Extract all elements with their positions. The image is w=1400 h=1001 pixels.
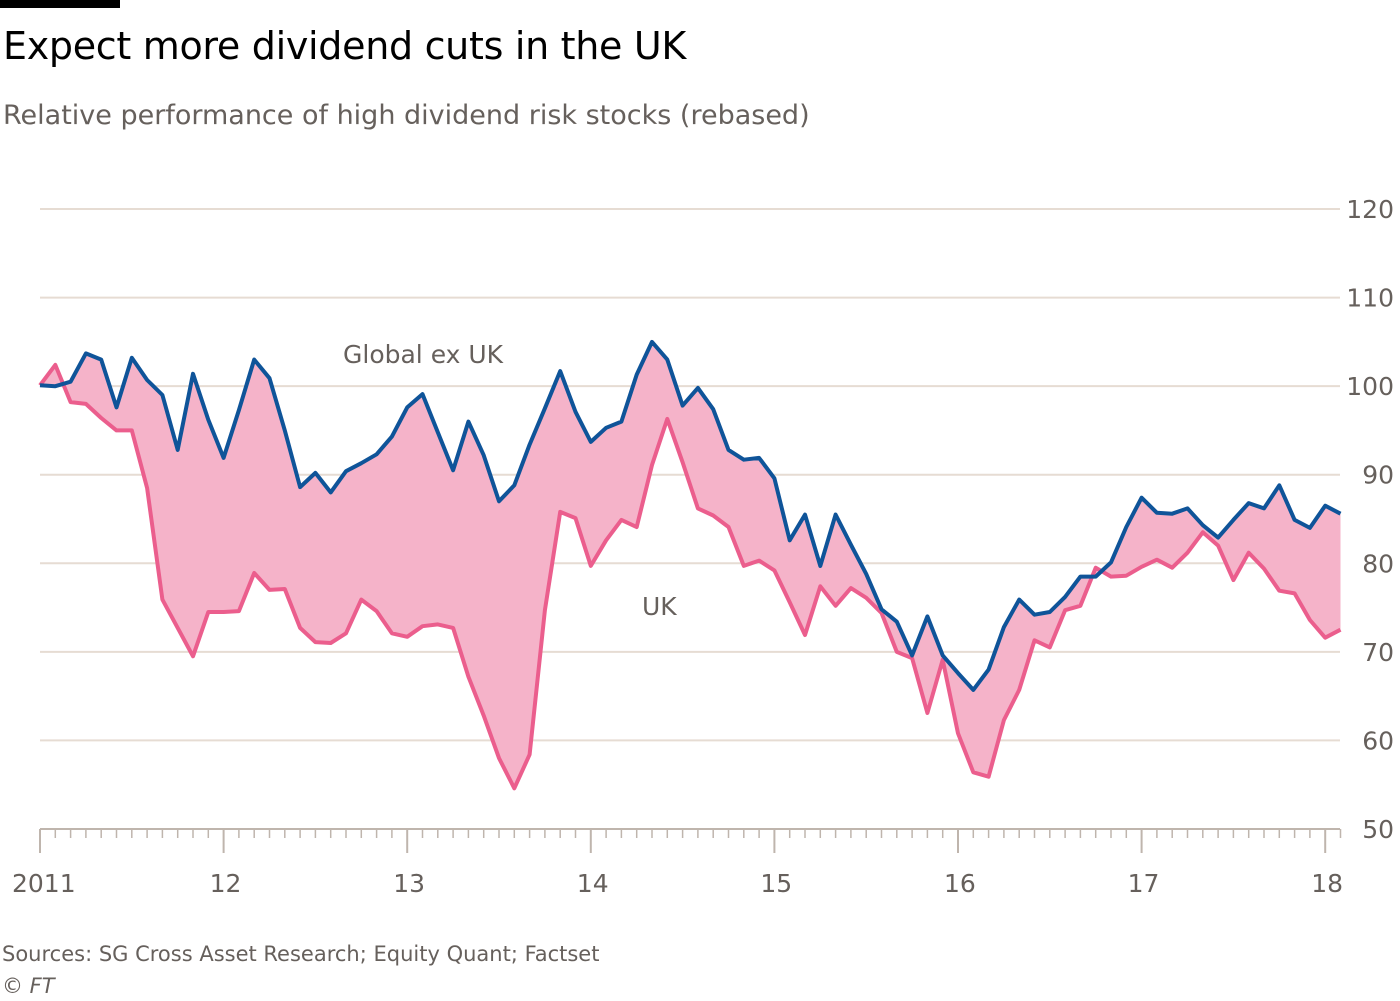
ft-top-bar (0, 0, 120, 8)
x-tick-label: 12 (210, 869, 242, 898)
x-tick-label: 18 (1311, 869, 1343, 898)
y-tick-label: 120 (1346, 195, 1394, 224)
x-tick-label: 13 (393, 869, 425, 898)
source-note: Sources: SG Cross Asset Research; Equity… (2, 942, 600, 966)
y-tick-label: 70 (1362, 638, 1394, 667)
x-tick-label: 16 (944, 869, 976, 898)
ft-credit: © FT (2, 974, 55, 998)
x-tick-label: 2011 (12, 869, 76, 898)
chart-title: Expect more dividend cuts in the UK (3, 24, 687, 68)
y-tick-label: 80 (1362, 549, 1394, 578)
x-tick-label: 17 (1128, 869, 1160, 898)
x-axis: 2011 12 13 14 15 16 17 18 (12, 828, 1343, 898)
series-label-uk: UK (642, 592, 677, 621)
y-axis-labels: 50 60 70 80 90 100 110 120 (1346, 195, 1394, 844)
y-tick-label: 90 (1362, 461, 1394, 490)
series-line-global-ex-uk (39, 339, 1342, 692)
x-tick-label: 15 (760, 869, 792, 898)
chart-subtitle: Relative performance of high dividend ri… (3, 100, 810, 131)
y-tick-label: 110 (1346, 284, 1394, 313)
y-tick-label: 60 (1362, 726, 1394, 755)
y-tick-label: 100 (1346, 372, 1394, 401)
x-tick-label: 14 (577, 869, 609, 898)
y-tick-label: 50 (1362, 815, 1394, 844)
gap-fill-area (40, 341, 1341, 789)
series-label-global-ex-uk: Global ex UK (343, 340, 504, 369)
series-line-uk (38, 362, 1342, 791)
